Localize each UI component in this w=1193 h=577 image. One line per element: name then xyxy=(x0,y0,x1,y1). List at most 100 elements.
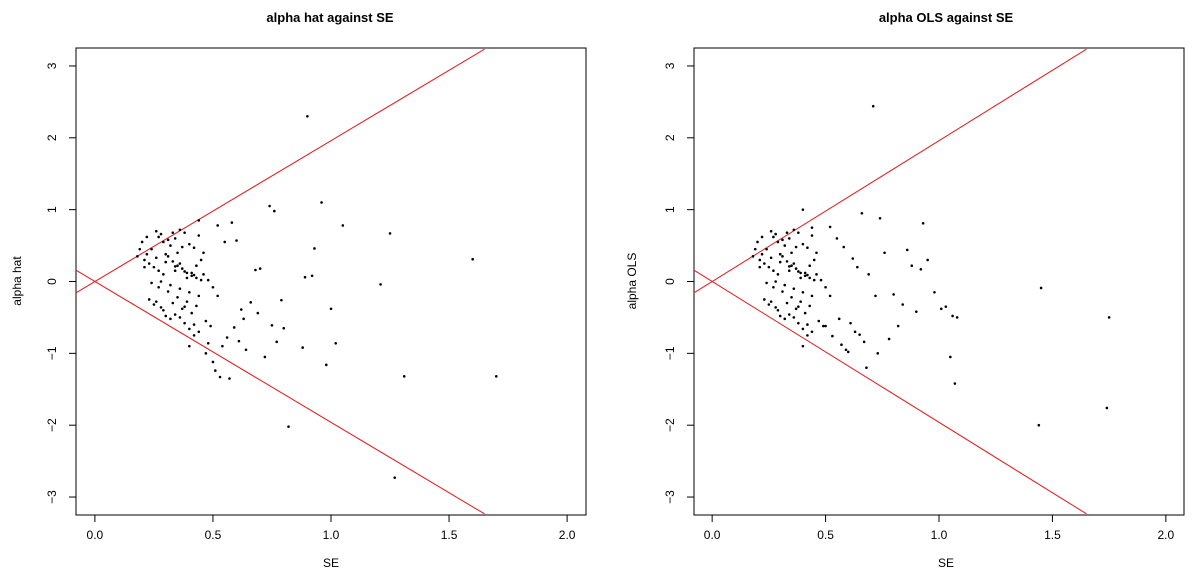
data-point xyxy=(787,269,791,273)
data-point xyxy=(781,255,784,258)
data-point xyxy=(774,306,777,309)
data-point xyxy=(842,245,846,249)
data-point xyxy=(171,260,175,263)
data-point xyxy=(199,278,203,282)
y-tick-label: 2 xyxy=(45,134,59,141)
data-point xyxy=(195,276,198,280)
data-point xyxy=(197,330,201,334)
data-point xyxy=(797,305,800,308)
data-point xyxy=(169,244,172,247)
data-point xyxy=(803,274,807,278)
data-point xyxy=(799,276,802,280)
data-point xyxy=(801,208,805,211)
data-point xyxy=(301,346,304,349)
data-point xyxy=(164,252,168,256)
y-tick-label: −2 xyxy=(45,418,59,432)
y-axis-label: alpha OLS xyxy=(625,253,639,310)
data-point xyxy=(197,219,201,222)
data-point xyxy=(221,344,224,348)
data-point xyxy=(235,239,238,242)
data-point xyxy=(334,341,338,345)
data-point xyxy=(185,300,189,303)
data-point xyxy=(152,265,156,269)
data-point xyxy=(157,285,160,289)
data-point xyxy=(237,339,241,343)
data-point xyxy=(878,216,882,220)
data-point xyxy=(760,252,764,256)
x-tick-label: 1.5 xyxy=(1044,528,1061,542)
data-point xyxy=(785,301,789,305)
data-point xyxy=(815,273,818,276)
data-point xyxy=(216,294,219,298)
data-point xyxy=(874,294,877,298)
data-point xyxy=(190,271,193,275)
data-point xyxy=(772,235,775,239)
data-point xyxy=(159,306,163,309)
data-point xyxy=(258,267,262,270)
data-point xyxy=(150,247,153,251)
data-point xyxy=(944,305,948,308)
data-point xyxy=(273,209,276,213)
data-point xyxy=(173,265,177,268)
data-point xyxy=(790,264,793,267)
data-point xyxy=(781,238,784,242)
data-point xyxy=(949,355,952,359)
data-point xyxy=(797,270,800,273)
data-point xyxy=(1039,286,1043,290)
data-point xyxy=(856,265,859,269)
x-axis: 0.0 0.5 1.0 1.5 2.0 xyxy=(704,515,1175,542)
data-point xyxy=(769,256,773,260)
data-point xyxy=(867,273,870,276)
data-point xyxy=(849,321,852,325)
scatter-panel-alpha-ols: alpha OLS against SE 0.0 0.5 1.0 1.5 2.0 −3−… xyxy=(625,10,1185,570)
data-point xyxy=(393,476,397,479)
data-point xyxy=(776,308,780,312)
data-point xyxy=(225,336,229,339)
data-point xyxy=(249,301,253,304)
data-point xyxy=(310,274,314,278)
data-point xyxy=(801,327,805,331)
data-point xyxy=(810,294,814,298)
data-point xyxy=(915,310,918,313)
data-point xyxy=(758,258,762,262)
chart-title: alpha OLS against SE xyxy=(879,10,1014,25)
data-point xyxy=(275,340,278,344)
data-point xyxy=(256,311,260,315)
data-point xyxy=(951,314,954,318)
data-point xyxy=(883,251,886,255)
data-point xyxy=(152,303,156,306)
data-point xyxy=(162,308,165,312)
data-point xyxy=(955,316,959,319)
data-point xyxy=(828,225,832,229)
data-point xyxy=(778,260,782,264)
data-point xyxy=(844,348,848,352)
data-point xyxy=(763,262,766,265)
y-tick-label: −2 xyxy=(663,418,677,432)
data-point xyxy=(282,326,286,330)
reference-lines xyxy=(693,48,1087,515)
data-point xyxy=(926,258,929,262)
data-point xyxy=(774,280,777,283)
data-point xyxy=(824,324,827,328)
x-tick-label: 0.5 xyxy=(817,528,834,542)
data-point xyxy=(756,240,759,244)
data-point xyxy=(204,319,208,323)
data-point xyxy=(223,240,227,244)
data-point xyxy=(803,311,807,315)
data-point xyxy=(892,293,895,296)
data-point xyxy=(143,265,146,269)
data-point xyxy=(195,264,198,267)
data-point xyxy=(270,324,274,327)
data-point xyxy=(760,235,764,239)
y-tick-label: 0 xyxy=(663,278,677,285)
data-point xyxy=(767,265,771,269)
y-tick-label: −1 xyxy=(663,346,677,360)
data-point xyxy=(858,333,861,336)
data-point xyxy=(808,264,811,267)
x-tick-label: 0.0 xyxy=(704,528,721,542)
data-point xyxy=(324,363,328,367)
data-point xyxy=(819,278,823,282)
data-point xyxy=(180,307,184,311)
data-point xyxy=(751,255,755,258)
data-point xyxy=(753,247,757,251)
